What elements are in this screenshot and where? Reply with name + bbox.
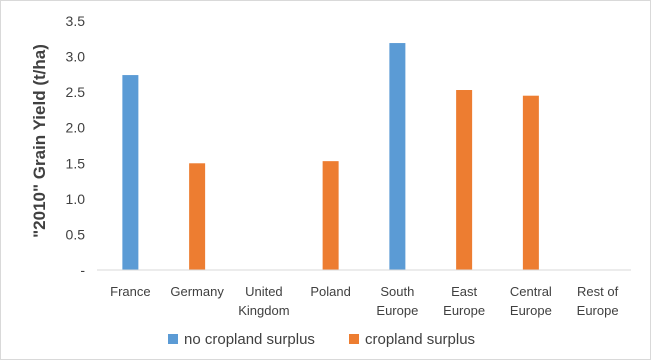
y-tick-label: 0.5 <box>66 226 86 242</box>
bar <box>322 161 339 270</box>
y-axis-label: "2010" Grain Yield (t/ha) <box>30 44 49 238</box>
y-tick-label: - <box>80 262 85 278</box>
x-tick-label: Germany <box>170 284 224 299</box>
legend-swatch <box>349 334 359 344</box>
x-tick-label: United <box>245 284 283 299</box>
x-tick-label: South <box>380 284 414 299</box>
x-tick-label: Central <box>510 284 552 299</box>
bar <box>189 163 206 270</box>
x-tick-label: Rest of <box>577 284 619 299</box>
y-axis-ticks: - 0.5 1.0 1.5 2.0 2.5 3.0 3.5 <box>66 13 86 278</box>
x-tick-label: East <box>451 284 477 299</box>
x-tick-label: Europe <box>577 303 619 318</box>
x-axis-category-labels: France Germany United Kingdom Poland South Eur… <box>110 284 618 318</box>
x-tick-label: France <box>110 284 150 299</box>
y-tick-label: 2.5 <box>66 84 86 100</box>
y-tick-label: 1.0 <box>66 191 86 207</box>
legend: no cropland surplus cropland surplus <box>168 331 475 348</box>
bar <box>122 75 139 270</box>
bar <box>389 43 406 270</box>
y-tick-label: 2.0 <box>66 120 86 136</box>
y-tick-label: 3.5 <box>66 13 86 29</box>
x-tick-label: Europe <box>376 303 418 318</box>
legend-swatch <box>168 334 178 344</box>
x-tick-label: Europe <box>510 303 552 318</box>
legend-label: cropland surplus <box>365 331 475 348</box>
x-tick-label: Poland <box>310 284 350 299</box>
y-tick-label: 3.0 <box>66 49 86 65</box>
bars <box>122 43 539 270</box>
legend-label: no cropland surplus <box>184 331 315 348</box>
x-tick-label: Kingdom <box>238 303 289 318</box>
bar <box>522 95 539 270</box>
bar <box>456 90 473 270</box>
x-tick-label: Europe <box>443 303 485 318</box>
y-tick-label: 1.5 <box>66 155 86 171</box>
